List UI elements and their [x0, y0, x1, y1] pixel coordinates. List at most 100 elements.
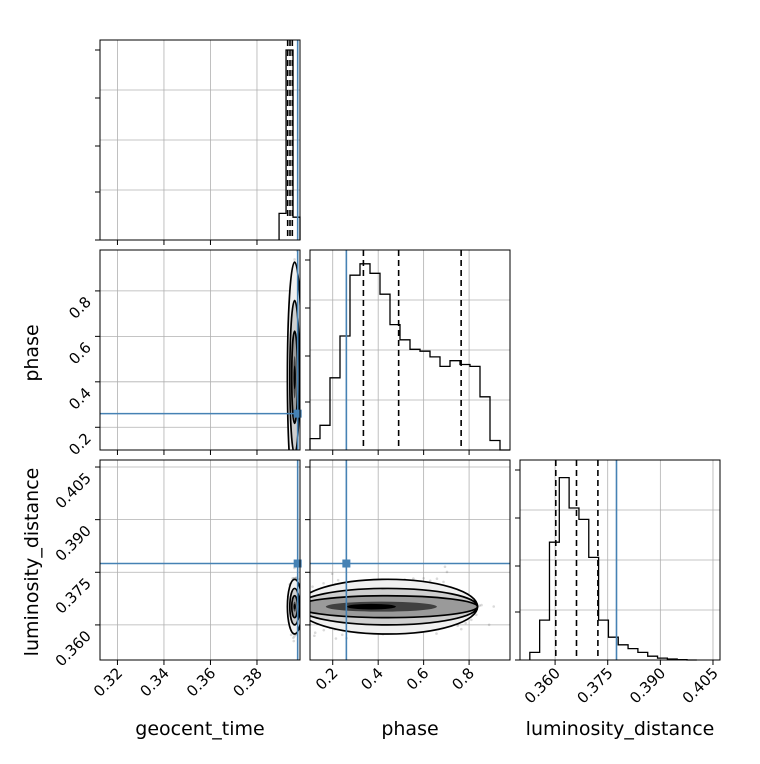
truth-marker — [293, 559, 302, 568]
sample-point — [492, 605, 496, 608]
sample-point — [301, 598, 304, 601]
sample-point — [306, 596, 309, 599]
panel-phase-vs-phase — [305, 249, 511, 455]
panel-luminosity_distance-vs-phase — [300, 459, 511, 665]
sample-point — [478, 604, 481, 607]
sample-point — [300, 618, 303, 621]
xtick-label-phase-1: 0.4 — [357, 664, 387, 694]
xtick-label-phase-2: 0.6 — [403, 664, 433, 694]
sample-point — [297, 457, 300, 460]
sample-point — [340, 633, 344, 637]
sample-point — [289, 633, 293, 637]
truth-marker — [342, 559, 351, 568]
sample-point — [459, 627, 463, 631]
xlabel-luminosity-distance: luminosity_distance — [526, 718, 715, 740]
sample-point — [302, 613, 305, 616]
panels-layer: 0.32 0.34 0.36 0.38 0.2 0.4 0.6 0.8 0.360 0.375 0.… — [52, 39, 722, 707]
sample-point — [442, 580, 445, 584]
ylabel-luminosity-distance: luminosity_distance — [21, 468, 43, 657]
sample-point — [300, 378, 303, 381]
sample-point — [311, 585, 314, 588]
sample-point — [294, 576, 298, 580]
ylabel-phase: phase — [21, 324, 43, 381]
sample-point — [293, 634, 296, 638]
sample-point — [302, 613, 305, 616]
sample-point — [301, 631, 304, 634]
panel-luminosity_distance-vs-geocent_time — [95, 459, 302, 665]
sample-point — [456, 624, 459, 628]
sample-point — [322, 581, 325, 585]
sample-point — [304, 618, 307, 621]
xtick-label-geocent_time-2: 0.36 — [183, 664, 219, 700]
axis-labels-layer: geocent_time phase luminosity_distance p… — [21, 324, 714, 740]
sample-point — [289, 454, 292, 457]
contour-1 — [288, 587, 300, 626]
xtick-label-geocent_time-3: 0.38 — [229, 664, 265, 700]
sample-point — [307, 581, 310, 584]
sample-point — [302, 620, 305, 623]
sample-point — [464, 621, 467, 625]
sample-point — [475, 613, 478, 617]
sample-point — [301, 616, 304, 619]
sample-point — [301, 600, 304, 603]
sample-point — [306, 586, 309, 589]
panel-border — [309, 459, 511, 661]
sample-point — [301, 427, 304, 430]
ytick-label-luminosity_distance-0: 0.360 — [52, 627, 95, 670]
ytick-label-phase-0: 0.2 — [65, 429, 95, 459]
sample-point — [307, 608, 310, 611]
sample-point — [301, 611, 304, 614]
ytick-label-phase-1: 0.4 — [65, 384, 95, 414]
density-luminosity_distance_vs_geocent_time — [100, 460, 300, 660]
sample-point — [302, 621, 305, 624]
xtick-label-phase-0: 0.2 — [312, 664, 342, 694]
xtick-label-luminosity_distance-2: 0.390 — [626, 664, 669, 707]
sample-point — [412, 577, 415, 580]
xtick-label-geocent_time-1: 0.34 — [136, 664, 172, 700]
ytick-label-luminosity_distance-3: 0.405 — [52, 469, 95, 512]
sample-point — [435, 632, 438, 635]
sample-point — [334, 637, 338, 640]
xtick-label-geocent_time-0: 0.32 — [90, 664, 126, 700]
xlabel-geocent-time: geocent_time — [135, 718, 264, 740]
sample-point — [301, 594, 304, 597]
sample-point — [313, 631, 317, 634]
sample-point — [292, 457, 295, 460]
sample-point — [294, 576, 298, 580]
sample-point — [293, 258, 296, 261]
histogram-phase — [309, 263, 510, 451]
panel-border — [519, 459, 721, 661]
sample-point — [443, 565, 447, 569]
ytick-label-luminosity_distance-2: 0.390 — [52, 522, 95, 565]
sample-point — [300, 587, 303, 590]
panel-border — [99, 249, 301, 451]
density-peak — [346, 603, 396, 610]
sample-point — [304, 602, 307, 605]
sample-point — [292, 636, 295, 640]
panel-border — [99, 459, 301, 661]
sample-point — [306, 632, 309, 635]
sample-point — [470, 618, 473, 622]
sample-point — [480, 603, 483, 607]
panel-geocent_time-vs-geocent_time — [95, 39, 301, 245]
sample-point — [302, 592, 305, 595]
xtick-label-phase-3: 0.8 — [448, 664, 478, 694]
panel-border — [309, 249, 511, 451]
xlabel-phase: phase — [381, 718, 438, 740]
panel-phase-vs-geocent_time — [95, 249, 304, 460]
sample-point — [322, 628, 326, 632]
sample-point — [428, 579, 432, 583]
ytick-label-phase-3: 0.8 — [65, 293, 95, 323]
sample-point — [304, 592, 307, 595]
panel-bg — [100, 460, 300, 660]
xtick-label-luminosity_distance-3: 0.405 — [679, 664, 722, 707]
density-peak — [293, 365, 296, 390]
panel-luminosity_distance-vs-luminosity_distance — [515, 459, 721, 665]
sample-point — [304, 613, 307, 616]
xtick-label-luminosity_distance-1: 0.375 — [573, 664, 616, 707]
ytick-label-phase-2: 0.6 — [65, 338, 95, 368]
sample-point — [294, 450, 297, 453]
sample-point — [435, 577, 439, 581]
ytick-label-luminosity_distance-1: 0.375 — [52, 574, 95, 617]
